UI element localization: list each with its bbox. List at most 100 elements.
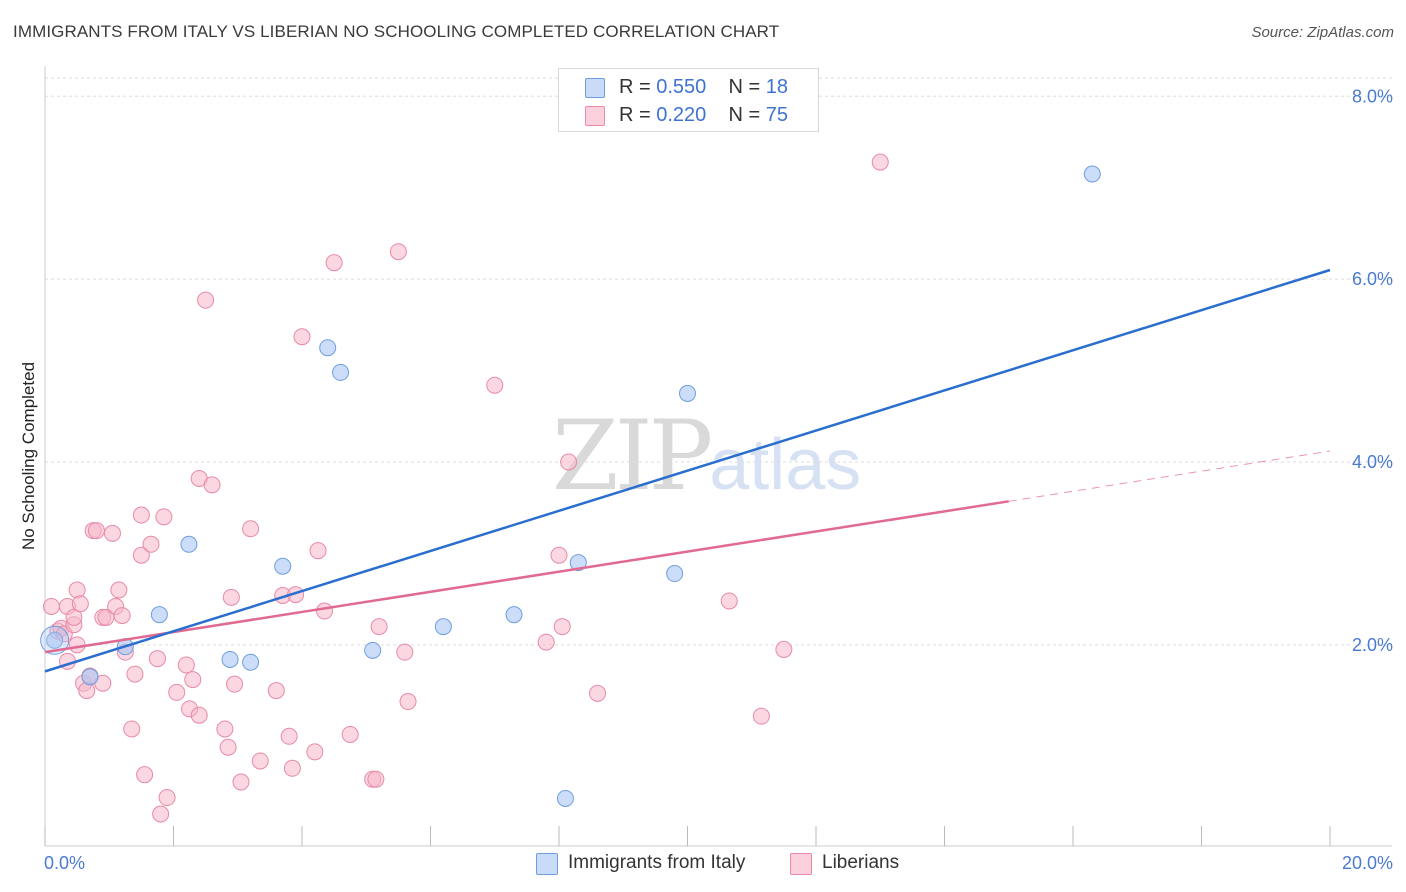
liberian-point [267,682,285,700]
liberian-point [306,743,324,761]
italy-point [569,554,587,572]
x-tick-label: 0.0% [44,853,85,873]
source-label: Source: ZipAtlas.com [1251,24,1394,41]
y-tick-label: 2.0% [1352,635,1393,655]
liberian-point [142,535,160,553]
liberian-point [309,542,327,560]
liberian-trend-extension [1008,450,1331,502]
liberian-point [110,581,128,599]
liberian-point [341,725,359,743]
liberian-point [71,595,89,613]
data-points [40,153,1101,823]
italy-point [150,606,168,624]
liberian-point [486,376,504,394]
liberian-point [226,675,244,693]
grid-lines [45,77,1392,646]
italy-point [666,565,684,583]
liberian-point [537,633,555,651]
legend-r-value: 0.220 [656,104,707,126]
legend-swatch-liberians [585,106,605,126]
liberian-point [396,643,414,661]
liberian-point [152,805,170,823]
legend-r-value: 0.550 [656,76,707,98]
liberian-point [222,588,240,606]
liberian-point [190,706,208,724]
legend-swatch-italy [585,78,605,98]
italy-point [505,606,523,624]
legend-text-italy: R = 0.550 N = 18 [619,76,788,99]
legend-text-liberians: R = 0.220 N = 75 [619,104,788,127]
legend-n-value: 75 [765,104,789,126]
liberian-point [197,291,215,309]
liberian-point [589,684,607,702]
legend-n-label: N = [728,104,766,126]
legend-n-value: 18 [765,76,789,98]
liberian-point [560,453,578,471]
liberian-point [553,618,571,636]
bottom-legend-label-liberians: Liberians [822,852,900,873]
liberian-point [315,602,333,620]
italy-point [332,363,350,381]
liberian-point [775,640,793,658]
correlation-legend: R = 0.550 N = 18 R = 0.220 N = 75 [558,68,819,132]
liberian-point [219,738,237,756]
liberian-point [752,707,770,725]
liberian-trend-line [44,500,1009,654]
legend-n-label: N = [728,76,766,98]
y-axis-title: No Schooling Completed [19,362,38,550]
liberian-point [280,727,298,745]
italy-point [364,641,382,659]
liberian-point [242,520,260,538]
liberian-point [203,476,221,494]
liberian-point [293,328,311,346]
liberian-point [168,683,186,701]
liberian-point [283,759,301,777]
axes [44,66,1392,847]
italy-point [679,384,696,402]
bottom-legend-swatch-italy [536,853,558,875]
liberian-point [399,693,417,711]
liberian-point [550,546,568,564]
italy-point [180,535,198,553]
tick-labels: 2.0% 4.0% 6.0% 8.0% 0.0% 20.0% [44,86,1393,873]
liberian-point [325,254,343,272]
x-tick-label: 20.0% [1342,853,1393,873]
bottom-legend-swatch-liberians [790,853,812,875]
liberian-point [155,508,173,526]
liberian-point [113,607,131,625]
italy-point [556,789,574,807]
liberian-point [184,671,202,689]
liberian-point [367,770,385,788]
liberian-point [87,522,105,540]
legend-r-label: R = [619,76,657,98]
liberian-point [216,720,234,738]
y-tick-label: 6.0% [1352,269,1393,289]
italy-point [221,650,239,668]
italy-point [434,618,452,636]
liberian-point [132,546,150,564]
chart-title: IMMIGRANTS FROM ITALY VS LIBERIAN NO SCH… [13,22,780,41]
liberian-point [132,506,150,524]
liberian-point [136,766,154,784]
italy-point [40,625,70,655]
liberian-point [370,618,388,636]
italy-point [274,557,292,575]
italy-point [319,339,337,357]
liberian-point [251,752,269,770]
legend-r-label: R = [619,104,657,126]
liberian-point [232,773,250,791]
italy-point [46,631,64,649]
liberian-point [389,243,407,261]
liberian-point [126,665,144,683]
y-tick-label: 8.0% [1352,86,1393,106]
liberian-point [123,720,141,738]
bottom-legend-label-italy: Immigrants from Italy [568,852,746,873]
italy-point [81,668,99,686]
liberian-point [177,656,195,674]
y-tick-label: 4.0% [1352,452,1393,472]
trend-lines [44,268,1331,673]
liberian-point [158,789,176,807]
liberian-point [103,524,121,542]
liberian-point [871,153,889,171]
